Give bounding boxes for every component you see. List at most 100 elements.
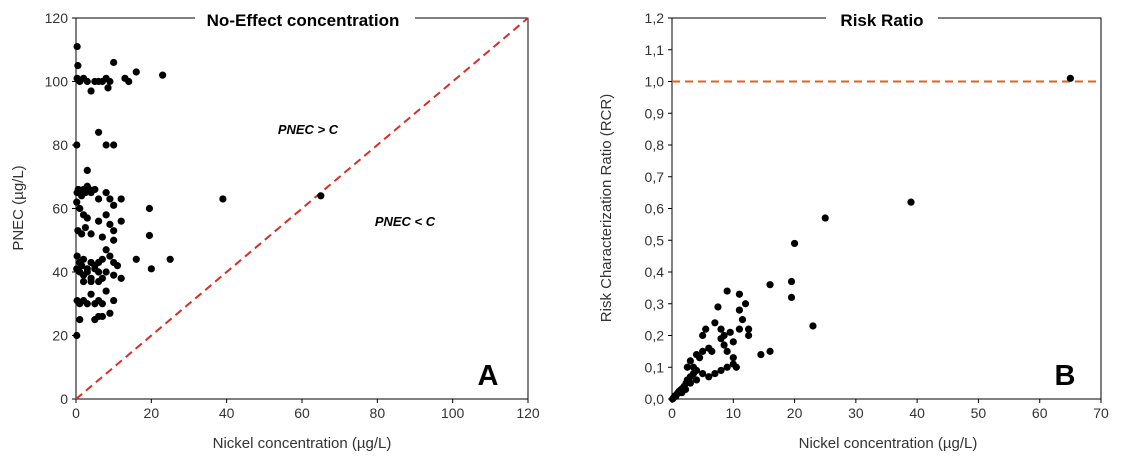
data-point-a (73, 198, 81, 206)
annotation-pnec-less: PNEC < C (375, 214, 436, 229)
chart-panel-b: 0 10 20 30 40 50 60 70 0,0 0,1 0,2 0,3 0,4 0,5 0,6 0,7 0… (598, 6, 1109, 452)
title-background-a (195, 6, 415, 30)
data-point-b (714, 303, 722, 311)
y-tick-label-a: 120 (45, 10, 69, 26)
data-point-a (79, 277, 88, 286)
data-point-b (692, 376, 701, 384)
data-point-b (729, 360, 737, 368)
data-point-a (132, 68, 140, 76)
data-point-b (787, 277, 796, 286)
y-tick-label-b: 0,1 (645, 359, 665, 375)
data-point-a (117, 274, 125, 282)
data-point-a (102, 141, 110, 149)
data-point-b (683, 363, 691, 371)
data-point-b (738, 316, 747, 324)
x-tick-label-b: 40 (909, 405, 925, 421)
data-point-b (711, 319, 719, 327)
y-tick-label-a: 60 (52, 201, 68, 217)
data-point-b (757, 350, 765, 359)
data-point-a (87, 290, 95, 298)
data-point-a (83, 166, 91, 174)
y-tick-label-b: 0,5 (645, 232, 665, 248)
data-point-b (735, 306, 744, 314)
data-point-a (317, 192, 325, 200)
data-point-a (87, 230, 95, 238)
data-point-b (1066, 74, 1074, 82)
data-point-a (95, 217, 103, 225)
x-tick-label-b: 50 (971, 405, 987, 421)
data-point-a (145, 204, 154, 213)
x-tick-label-b: 60 (1032, 405, 1048, 421)
data-point-a (110, 141, 118, 149)
y-tick-label-a: 100 (45, 74, 69, 90)
data-point-b (766, 281, 774, 289)
data-point-b (678, 389, 686, 397)
x-tick-label-b: 30 (848, 405, 864, 421)
data-point-a (95, 128, 103, 136)
x-tick-label-a: 0 (72, 405, 80, 421)
x-tick-label-b: 70 (1093, 405, 1109, 421)
data-point-a (76, 204, 84, 213)
one-to-one-reference-line (75, 17, 529, 400)
data-point-a (76, 316, 84, 324)
data-point-a (95, 195, 103, 203)
y-tick-label-b: 1,0 (645, 74, 665, 90)
data-point-b (689, 363, 698, 371)
y-tick-label-b: 0,9 (645, 105, 665, 121)
data-point-a (159, 71, 167, 79)
data-point-b (729, 354, 737, 362)
chart-panel-a: 0 20 40 60 80 100 120 0 20 40 60 80 100 120 No-Effect… (10, 6, 540, 452)
data-point-b (729, 338, 737, 346)
x-tick-label-a: 80 (370, 405, 386, 421)
data-point-a (87, 277, 95, 286)
y-tick-label-b: 0,6 (645, 201, 665, 217)
x-tick-label-a: 100 (441, 405, 465, 421)
x-axis-label-a: Nickel concentration (µg/L) (213, 435, 392, 452)
data-point-a (110, 58, 118, 67)
data-point-a (113, 262, 122, 270)
data-points-a (73, 42, 325, 340)
data-point-b (907, 198, 915, 206)
y-tick-label-b: 0,4 (645, 264, 665, 280)
data-point-b (735, 290, 744, 298)
data-point-a (102, 287, 110, 295)
y-tick-label-a: 20 (52, 328, 68, 344)
data-point-a (73, 42, 81, 51)
y-axis-label-b: Risk Characterization Ratio (RCR) (598, 94, 615, 322)
data-point-a (73, 252, 81, 260)
x-tick-label-a: 120 (516, 405, 540, 421)
x-tick-label-a: 20 (144, 405, 160, 421)
data-point-a (110, 201, 118, 209)
annotation-pnec-greater: PNEC > C (278, 122, 339, 137)
data-point-a (110, 296, 118, 305)
data-point-b (695, 354, 704, 362)
data-point-a (95, 268, 103, 276)
y-tick-label-b: 1,2 (645, 10, 665, 26)
data-point-b (717, 366, 725, 375)
data-point-a (125, 77, 133, 86)
data-point-a (147, 265, 155, 273)
ticks-b: 0 10 20 30 40 50 60 70 0,0 0,1 0,2 0,3 0,4 0,5 0,6 0,7 0… (645, 10, 1109, 421)
data-point-b (745, 331, 753, 340)
data-point-a (102, 268, 110, 276)
data-point-a (79, 255, 88, 263)
data-point-b (735, 325, 744, 333)
data-point-a (87, 87, 95, 95)
x-axis-label-b: Nickel concentration (µg/L) (799, 435, 978, 452)
data-point-b (723, 347, 731, 355)
y-tick-label-b: 0,2 (645, 328, 665, 344)
data-point-b (717, 325, 725, 333)
data-point-a (102, 246, 110, 254)
data-point-a (106, 309, 114, 317)
data-point-a (106, 195, 114, 203)
y-tick-label-a: 40 (52, 264, 68, 280)
data-point-b (723, 287, 731, 295)
data-point-a (98, 300, 106, 308)
data-point-b (711, 370, 719, 378)
x-tick-label-a: 60 (294, 405, 310, 421)
data-point-b (745, 325, 753, 333)
data-point-a (219, 195, 227, 203)
data-point-a (95, 312, 103, 321)
data-point-b (821, 214, 829, 222)
data-point-a (166, 255, 174, 263)
